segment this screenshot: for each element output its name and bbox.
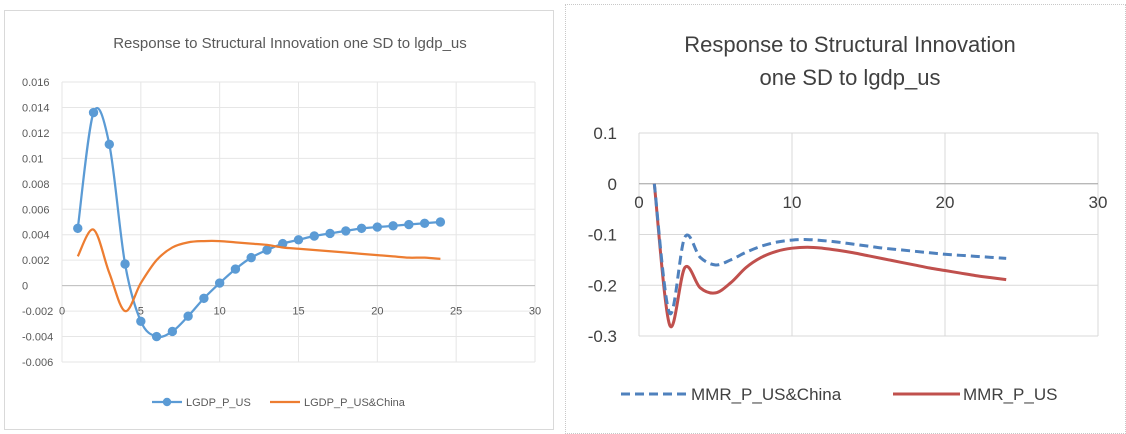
data-point xyxy=(230,264,241,274)
data-point xyxy=(388,221,398,231)
x-tick-label: 20 xyxy=(936,193,955,212)
x-tick-label: 0 xyxy=(59,306,65,318)
y-tick-label: 0.012 xyxy=(22,128,50,140)
data-point xyxy=(404,219,414,230)
series-line-2 xyxy=(76,228,441,313)
data-point xyxy=(372,222,383,232)
data-point xyxy=(214,278,225,288)
data-point xyxy=(262,245,272,255)
chart-title-line-1: Response to Structural Innovation xyxy=(684,32,1015,57)
data-point xyxy=(341,226,351,236)
legend-label-2: MMR_P_US xyxy=(963,385,1057,404)
data-point xyxy=(136,316,146,326)
y-tick-label: 0.014 xyxy=(22,102,50,114)
y-tick-label: 0 xyxy=(608,175,617,194)
y-tick-label: 0 xyxy=(22,281,28,293)
data-point xyxy=(73,223,83,234)
y-tick-label: 0.002 xyxy=(22,255,50,267)
y-tick-label: -0.002 xyxy=(22,306,53,318)
chart-title-line-2: one SD to lgdp_us xyxy=(759,65,940,90)
y-tick-label: 0.01 xyxy=(22,153,43,165)
data-point xyxy=(356,223,367,234)
data-point xyxy=(325,228,335,239)
data-point xyxy=(309,231,319,241)
data-point xyxy=(167,326,178,337)
data-point xyxy=(435,217,446,227)
left-chart-svg: Response to Structural Innovation one SD… xyxy=(22,35,541,409)
chart-title: Response to Structural Innovation one SD… xyxy=(113,35,467,52)
legend-marker-1 xyxy=(162,397,172,407)
data-point xyxy=(88,107,99,118)
x-tick-label: 10 xyxy=(783,193,802,212)
series-line-1 xyxy=(652,183,1007,315)
x-tick-label: 5 xyxy=(138,306,144,318)
x-tick-label: 30 xyxy=(529,306,541,318)
y-tick-label: 0.006 xyxy=(22,204,50,216)
data-point xyxy=(199,293,209,304)
y-tick-label: 0.1 xyxy=(593,124,617,143)
x-tick-label: 25 xyxy=(450,306,462,318)
legend-label-2: LGDP_P_US&China xyxy=(304,397,406,409)
series-line-2 xyxy=(652,183,1007,329)
x-tick-label: 0 xyxy=(634,193,643,212)
legend-label-1: MMR_P_US&China xyxy=(691,385,842,404)
x-tick-label: 20 xyxy=(371,306,383,318)
data-point xyxy=(120,259,130,269)
data-point xyxy=(104,139,115,150)
y-tick-label: 0.016 xyxy=(22,77,50,89)
x-tick-label: 15 xyxy=(292,306,304,318)
y-tick-label: -0.006 xyxy=(22,357,53,369)
y-tick-label: 0.008 xyxy=(22,179,50,191)
x-tick-label: 10 xyxy=(214,306,226,318)
x-tick-label: 30 xyxy=(1089,193,1108,212)
right-chart-panel: Response to Structural Innovation one SD … xyxy=(565,0,1126,434)
y-tick-label: -0.004 xyxy=(22,332,53,344)
legend-label-1: LGDP_P_US xyxy=(186,397,251,409)
data-point xyxy=(151,331,162,342)
right-chart-svg: Response to Structural Innovation one SD … xyxy=(588,32,1108,404)
data-point xyxy=(183,311,193,321)
data-point xyxy=(246,252,256,263)
data-point xyxy=(419,218,430,228)
y-tick-label: -0.3 xyxy=(588,327,617,346)
y-tick-label: 0.004 xyxy=(22,230,50,242)
data-point xyxy=(293,235,304,245)
y-tick-label: -0.2 xyxy=(588,276,617,295)
left-chart-panel: Response to Structural Innovation one SD… xyxy=(0,0,555,430)
y-tick-label: -0.1 xyxy=(588,226,617,245)
